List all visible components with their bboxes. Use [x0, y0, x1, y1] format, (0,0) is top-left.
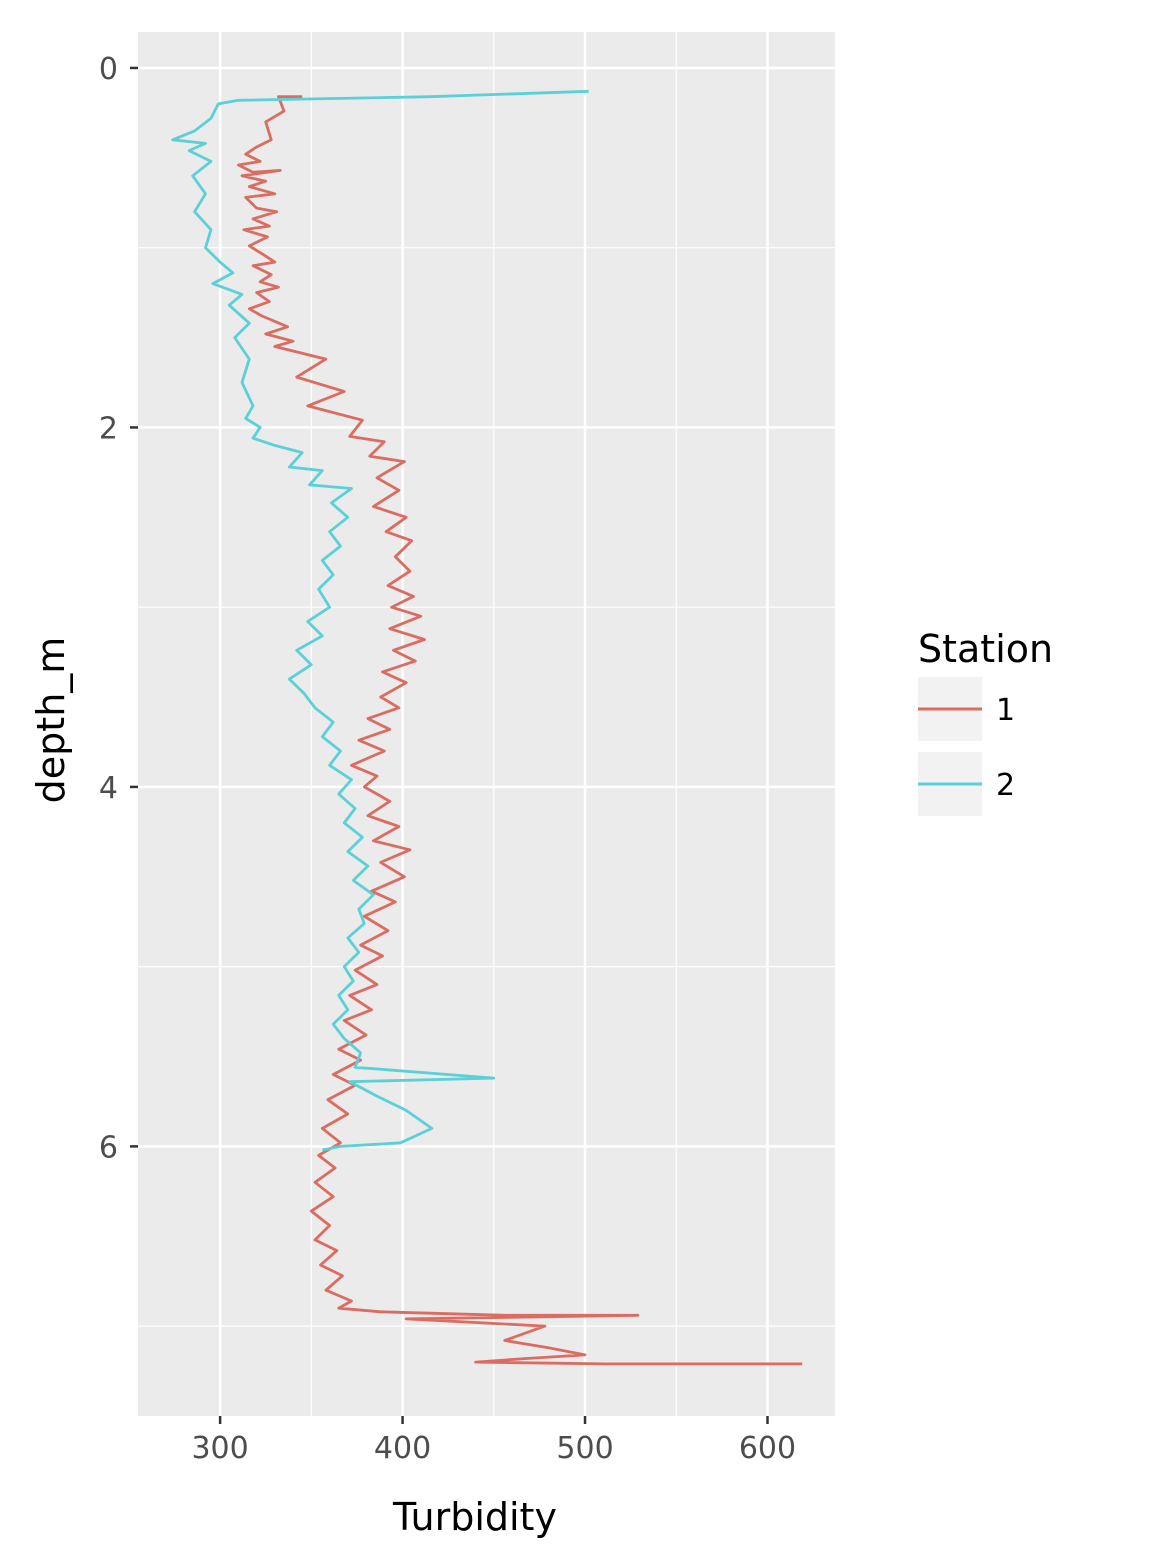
x-axis-ticks: 300 400 500 600 [191, 1416, 796, 1466]
series-line-1 [237, 95, 803, 1366]
x-tick-label: 400 [374, 1431, 431, 1466]
y-tick-label: 0 [99, 52, 118, 87]
x-tick-label: 500 [556, 1431, 613, 1466]
y-tick-label: 4 [99, 771, 118, 806]
legend-label: 1 [996, 693, 1015, 728]
series-line-2 [171, 89, 589, 1152]
legend-label: 2 [996, 768, 1015, 803]
legend-item-1: 1 [918, 677, 1015, 741]
grid-major [138, 32, 835, 1416]
series-layer [171, 89, 803, 1366]
legend-item-2: 2 [918, 752, 1015, 816]
y-axis-ticks: 0 2 4 6 [99, 52, 138, 1165]
y-tick-label: 2 [99, 411, 118, 446]
panel-background [138, 32, 835, 1416]
legend-title: Station [918, 627, 1053, 671]
x-axis-title: Turbidity [392, 1495, 557, 1539]
x-tick-label: 300 [191, 1431, 248, 1466]
x-tick-label: 600 [739, 1431, 796, 1466]
y-tick-label: 6 [99, 1130, 118, 1165]
y-axis-title: depth_m [29, 637, 73, 804]
legend: Station 1 2 [918, 627, 1053, 816]
